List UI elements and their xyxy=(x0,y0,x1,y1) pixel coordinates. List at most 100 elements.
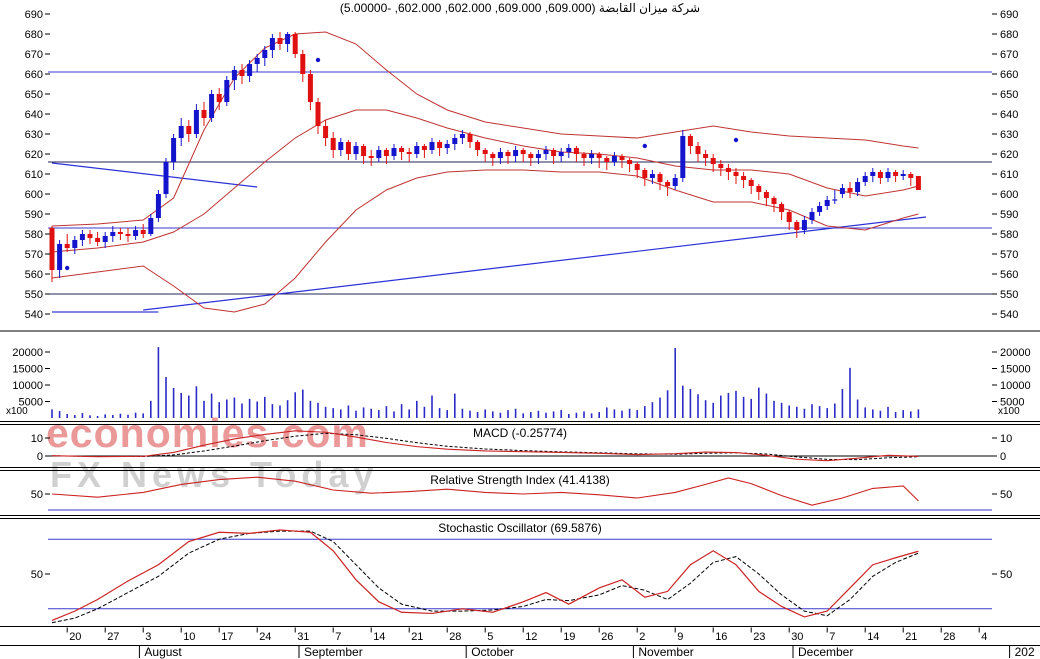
svg-text:20000: 20000 xyxy=(12,347,43,359)
svg-text:14: 14 xyxy=(867,631,879,643)
svg-text:540: 540 xyxy=(25,309,43,321)
svg-text:20000: 20000 xyxy=(1000,347,1031,359)
svg-text:15000: 15000 xyxy=(1000,364,1031,376)
y-axis-left: 690 680 670 660 650 640 630 620 610 600 590 580 570 5… xyxy=(6,9,43,581)
watermark-economies: economies.com xyxy=(46,410,369,456)
svg-text:28: 28 xyxy=(943,631,955,643)
svg-text:10000: 10000 xyxy=(1000,380,1031,392)
svg-text:650: 650 xyxy=(1000,89,1018,101)
svg-text:580: 580 xyxy=(1000,229,1018,241)
svg-text:610: 610 xyxy=(25,169,43,181)
svg-text:680: 680 xyxy=(1000,29,1018,41)
svg-text:24: 24 xyxy=(259,631,271,643)
svg-text:26: 26 xyxy=(601,631,613,643)
date-axis: 20 27 3 10 17 24 31 7 14 21 28 5 12 19 26 2 9 16 23 30 7 14 21… xyxy=(66,627,987,643)
svg-text:4: 4 xyxy=(981,631,987,643)
indicator-dots xyxy=(65,51,739,271)
svg-text:27: 27 xyxy=(107,631,119,643)
svg-text:660: 660 xyxy=(25,69,43,81)
month-axis: August September October November December 20… xyxy=(138,645,1035,659)
svg-text:630: 630 xyxy=(25,129,43,141)
svg-text:670: 670 xyxy=(25,49,43,61)
svg-text:50: 50 xyxy=(31,569,43,581)
svg-text:590: 590 xyxy=(1000,209,1018,221)
svg-text:550: 550 xyxy=(25,289,43,301)
rsi-panel-label: Relative Strength Index (41.4138) xyxy=(430,473,610,487)
chart-title: شركة ميزان القابضة (609.000, 609.000, 60… xyxy=(339,1,701,15)
svg-text:3: 3 xyxy=(145,631,151,643)
svg-text:580: 580 xyxy=(25,229,43,241)
watermark-fxnewstoday: FX News Today xyxy=(50,454,379,495)
svg-text:7: 7 xyxy=(335,631,341,643)
svg-text:14: 14 xyxy=(373,631,385,643)
svg-text:560: 560 xyxy=(25,269,43,281)
svg-text:10: 10 xyxy=(1000,433,1012,445)
svg-text:570: 570 xyxy=(25,249,43,261)
svg-text:670: 670 xyxy=(1000,49,1018,61)
svg-text:21: 21 xyxy=(411,631,423,643)
macd-panel xyxy=(48,430,992,462)
svg-text:August: August xyxy=(144,645,182,659)
svg-text:x100: x100 xyxy=(998,406,1020,417)
svg-text:10: 10 xyxy=(183,631,195,643)
svg-text:660: 660 xyxy=(1000,69,1018,81)
svg-text:610: 610 xyxy=(1000,169,1018,181)
panel-separators xyxy=(0,330,1040,646)
svg-text:17: 17 xyxy=(221,631,233,643)
svg-text:28: 28 xyxy=(449,631,461,643)
svg-text:7: 7 xyxy=(829,631,835,643)
svg-text:October: October xyxy=(471,645,514,659)
svg-text:640: 640 xyxy=(25,109,43,121)
svg-text:30: 30 xyxy=(791,631,803,643)
trend-lines xyxy=(51,162,927,313)
svg-text:10000: 10000 xyxy=(12,380,43,392)
svg-text:19: 19 xyxy=(563,631,575,643)
candlestick-series xyxy=(49,32,921,282)
svg-text:5000: 5000 xyxy=(1000,397,1024,409)
y-axis-right: 690 680 670 660 650 640 630 620 610 600 590 580 570 5… xyxy=(998,9,1031,581)
svg-text:November: November xyxy=(638,645,693,659)
bollinger-bands xyxy=(51,31,919,313)
svg-text:650: 650 xyxy=(25,89,43,101)
svg-text:540: 540 xyxy=(1000,309,1018,321)
svg-text:50: 50 xyxy=(31,489,43,501)
svg-text:x100: x100 xyxy=(6,406,28,417)
svg-text:570: 570 xyxy=(1000,249,1018,261)
svg-text:600: 600 xyxy=(25,189,43,201)
svg-text:620: 620 xyxy=(1000,149,1018,161)
svg-text:690: 690 xyxy=(1000,9,1018,21)
svg-text:September: September xyxy=(304,645,363,659)
svg-text:690: 690 xyxy=(25,9,43,21)
rsi-panel xyxy=(48,476,992,511)
svg-text:5: 5 xyxy=(487,631,493,643)
svg-text:20: 20 xyxy=(69,631,81,643)
svg-text:630: 630 xyxy=(1000,129,1018,141)
stochastic-panel xyxy=(48,529,992,624)
svg-text:0: 0 xyxy=(37,451,43,463)
svg-text:December: December xyxy=(798,645,853,659)
svg-text:202: 202 xyxy=(1015,645,1035,659)
macd-panel-label: MACD (-0.25774) xyxy=(472,426,568,440)
svg-text:50: 50 xyxy=(1000,489,1012,501)
svg-text:12: 12 xyxy=(525,631,537,643)
svg-text:31: 31 xyxy=(297,631,309,643)
svg-text:15000: 15000 xyxy=(12,364,43,376)
svg-text:16: 16 xyxy=(715,631,727,643)
svg-text:2: 2 xyxy=(639,631,645,643)
svg-text:590: 590 xyxy=(25,209,43,221)
svg-text:620: 620 xyxy=(25,149,43,161)
svg-text:50: 50 xyxy=(1000,569,1012,581)
svg-text:680: 680 xyxy=(25,29,43,41)
svg-text:10: 10 xyxy=(31,433,43,445)
svg-text:640: 640 xyxy=(1000,109,1018,121)
svg-text:550: 550 xyxy=(1000,289,1018,301)
svg-text:21: 21 xyxy=(905,631,917,643)
svg-text:23: 23 xyxy=(753,631,765,643)
stochastic-panel-label: Stochastic Oscillator (69.5876) xyxy=(438,521,602,535)
axis-ticks xyxy=(45,13,997,575)
volume-bars xyxy=(51,347,920,418)
svg-text:0: 0 xyxy=(1000,451,1006,463)
svg-text:600: 600 xyxy=(1000,189,1018,201)
